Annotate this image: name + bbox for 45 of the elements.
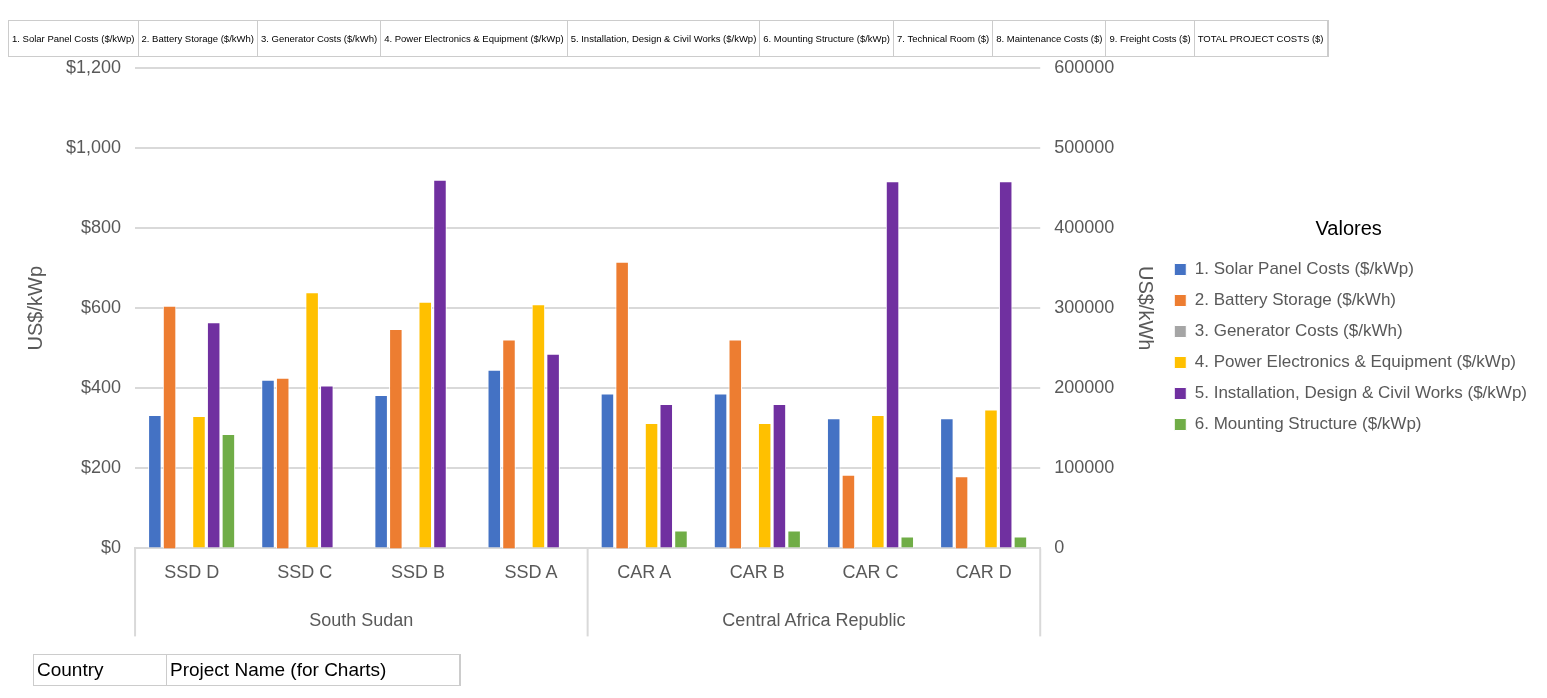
text: 9. Freight Costs ($) — [1106, 21, 1195, 56]
text: TOTAL PROJECT COSTS ($) — [1194, 21, 1328, 56]
text: Central Africa Republic — [722, 610, 906, 631]
y2-tick-label: 0 — [1054, 537, 1065, 558]
text: 8. Maintenance Costs ($) — [993, 21, 1107, 56]
x-tick-label: CAR B — [729, 562, 785, 583]
legend-label: 6. Mounting Structure ($/kWp) — [1194, 414, 1422, 434]
y-tick-label: $200 — [81, 457, 122, 478]
legend-title: Valores — [1315, 216, 1382, 239]
y-tick-label: $0 — [101, 537, 122, 558]
legend-label: 2. Battery Storage ($/kWh) — [1194, 290, 1397, 310]
y-tick-label: $1,200 — [65, 56, 122, 77]
y-tick-label: $600 — [81, 297, 122, 318]
text: Country — [34, 655, 167, 685]
legend-label: 1. Solar Panel Costs ($/kWp) — [1194, 259, 1414, 279]
text: 7. Technical Room ($) — [894, 21, 994, 56]
y2-tick-label: 300000 — [1054, 297, 1115, 318]
y-tick-label: $400 — [81, 377, 122, 398]
y-tick-label: $1,000 — [65, 137, 122, 158]
y2-tick-label: 200000 — [1054, 377, 1115, 398]
x-tick-label: SSD B — [390, 562, 445, 583]
y-axis-title: US$/kWp — [23, 265, 46, 351]
legend-label: 4. Power Electronics & Equipment ($/kWp) — [1194, 352, 1516, 372]
text: 3. Generator Costs ($/kWh) — [257, 21, 382, 56]
y2-tick-label: 100000 — [1054, 457, 1115, 478]
legend-label: 5. Installation, Design & Civil Works ($/kWp) — [1194, 383, 1527, 403]
x-tick-label: CAR A — [617, 562, 672, 583]
text: 4. Power Electronics & Equipment ($/kWp) — [381, 21, 568, 56]
y2-axis-title: US$/kWh — [1134, 265, 1157, 351]
text: 1. Solar Panel Costs ($/kWp) — [9, 21, 139, 56]
x-tick-label: CAR C — [842, 562, 899, 583]
y2-tick-label: 400000 — [1054, 217, 1115, 238]
text: 5. Installation, Design & Civil Works ($/kWp) — [567, 21, 761, 56]
text: South Sudan — [309, 610, 414, 631]
y2-tick-label: 500000 — [1054, 137, 1115, 158]
x-tick-label: SSD C — [277, 562, 333, 583]
y-tick-label: $800 — [81, 217, 122, 238]
x-tick-label: SSD D — [164, 562, 220, 583]
text: Project Name (for Charts) — [167, 655, 460, 685]
y2-tick-label: 600000 — [1054, 56, 1115, 77]
text: 6. Mounting Structure ($/kWp) — [760, 21, 895, 56]
legend-label: 3. Generator Costs ($/kWh) — [1194, 321, 1403, 341]
x-tick-label: SSD A — [504, 562, 558, 583]
text: 2. Battery Storage ($/kWh) — [138, 21, 258, 56]
x-tick-label: CAR D — [955, 562, 1012, 583]
